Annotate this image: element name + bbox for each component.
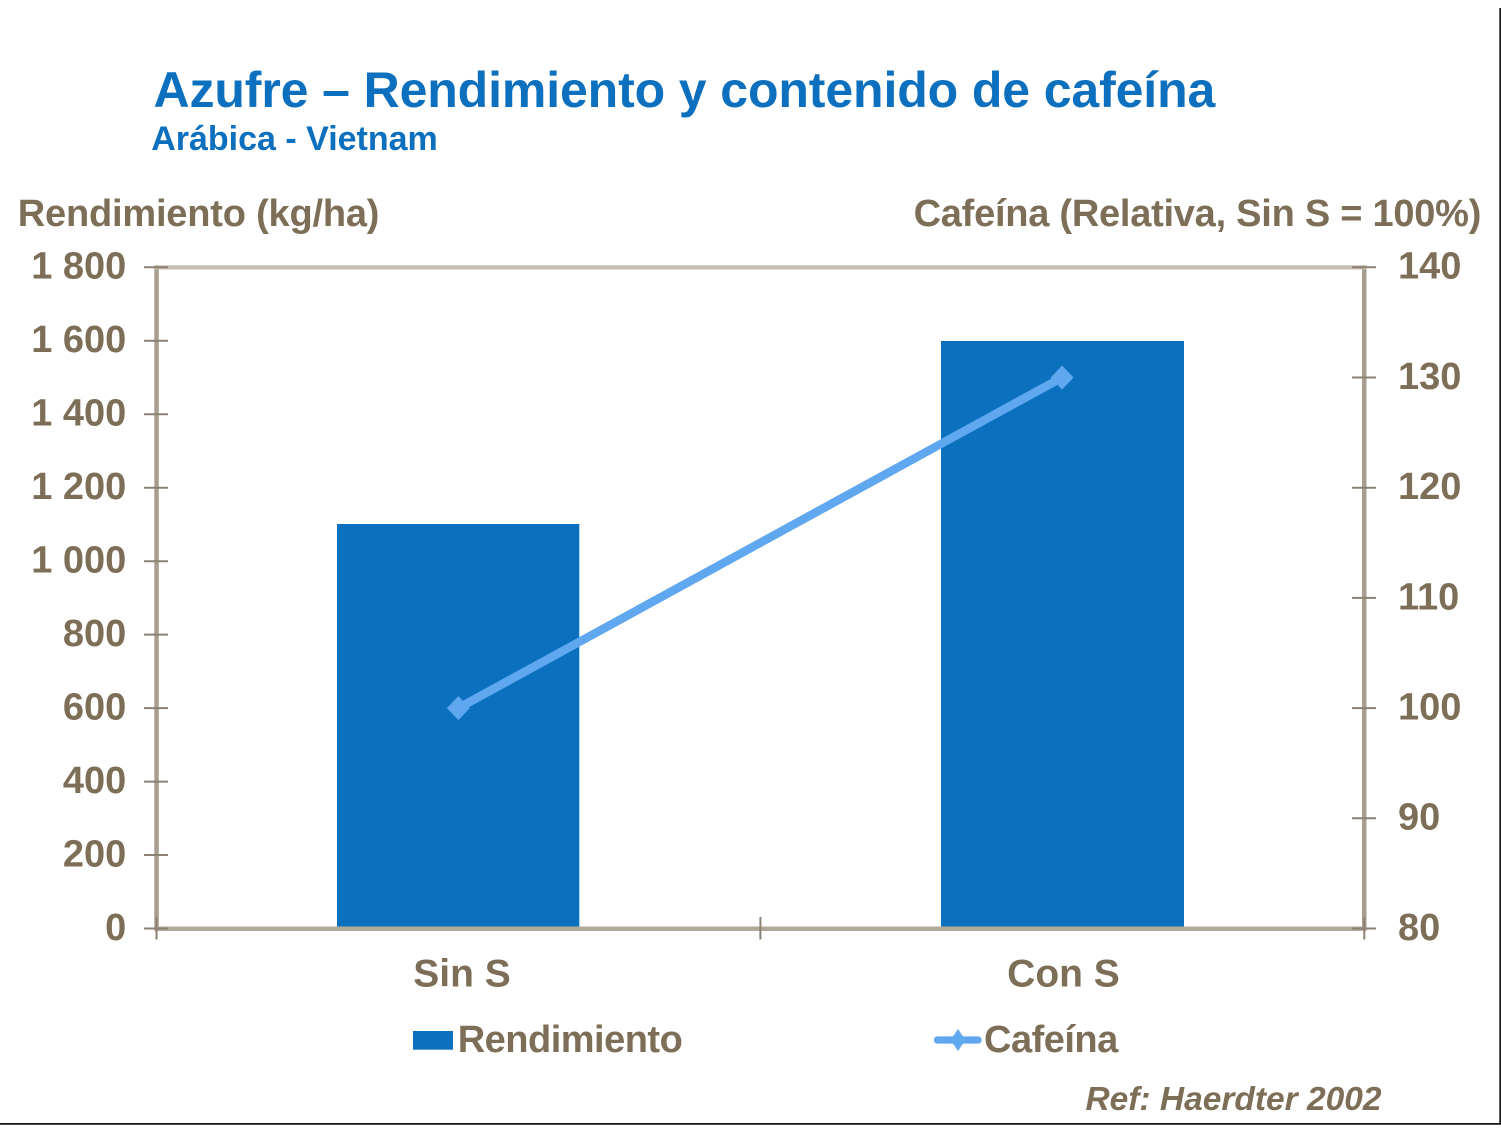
svg-text:1 200: 1 200 — [31, 466, 126, 508]
svg-text:Sin S: Sin S — [413, 953, 511, 996]
svg-text:100: 100 — [1398, 687, 1461, 729]
svg-text:Rendimiento (kg/ha): Rendimiento (kg/ha) — [18, 193, 379, 235]
svg-text:90: 90 — [1398, 797, 1440, 839]
svg-text:1 600: 1 600 — [31, 319, 126, 361]
svg-text:Ref: Haerdter 2002: Ref: Haerdter 2002 — [1085, 1081, 1381, 1118]
svg-text:110: 110 — [1398, 576, 1459, 618]
svg-text:80: 80 — [1398, 907, 1440, 949]
svg-text:1 400: 1 400 — [31, 393, 126, 435]
svg-text:140: 140 — [1398, 246, 1461, 288]
svg-text:130: 130 — [1398, 356, 1461, 398]
svg-text:Rendimiento: Rendimiento — [458, 1019, 683, 1061]
svg-text:0: 0 — [105, 907, 126, 949]
svg-text:1 000: 1 000 — [31, 540, 126, 582]
svg-text:200: 200 — [63, 833, 126, 875]
svg-text:Cafeína: Cafeína — [984, 1019, 1119, 1061]
svg-text:600: 600 — [63, 687, 126, 729]
svg-text:400: 400 — [63, 760, 126, 802]
svg-text:Azufre – Rendimiento y conteni: Azufre – Rendimiento y contenido de cafe… — [154, 62, 1217, 118]
svg-text:Arábica - Vietnam: Arábica - Vietnam — [151, 120, 438, 158]
svg-text:800: 800 — [63, 613, 126, 655]
svg-text:Cafeína (Relativa, Sin S = 100: Cafeína (Relativa, Sin S = 100%) — [914, 193, 1482, 235]
svg-text:Con S: Con S — [1007, 953, 1120, 996]
svg-text:120: 120 — [1398, 466, 1461, 508]
svg-text:1 800: 1 800 — [31, 246, 126, 288]
